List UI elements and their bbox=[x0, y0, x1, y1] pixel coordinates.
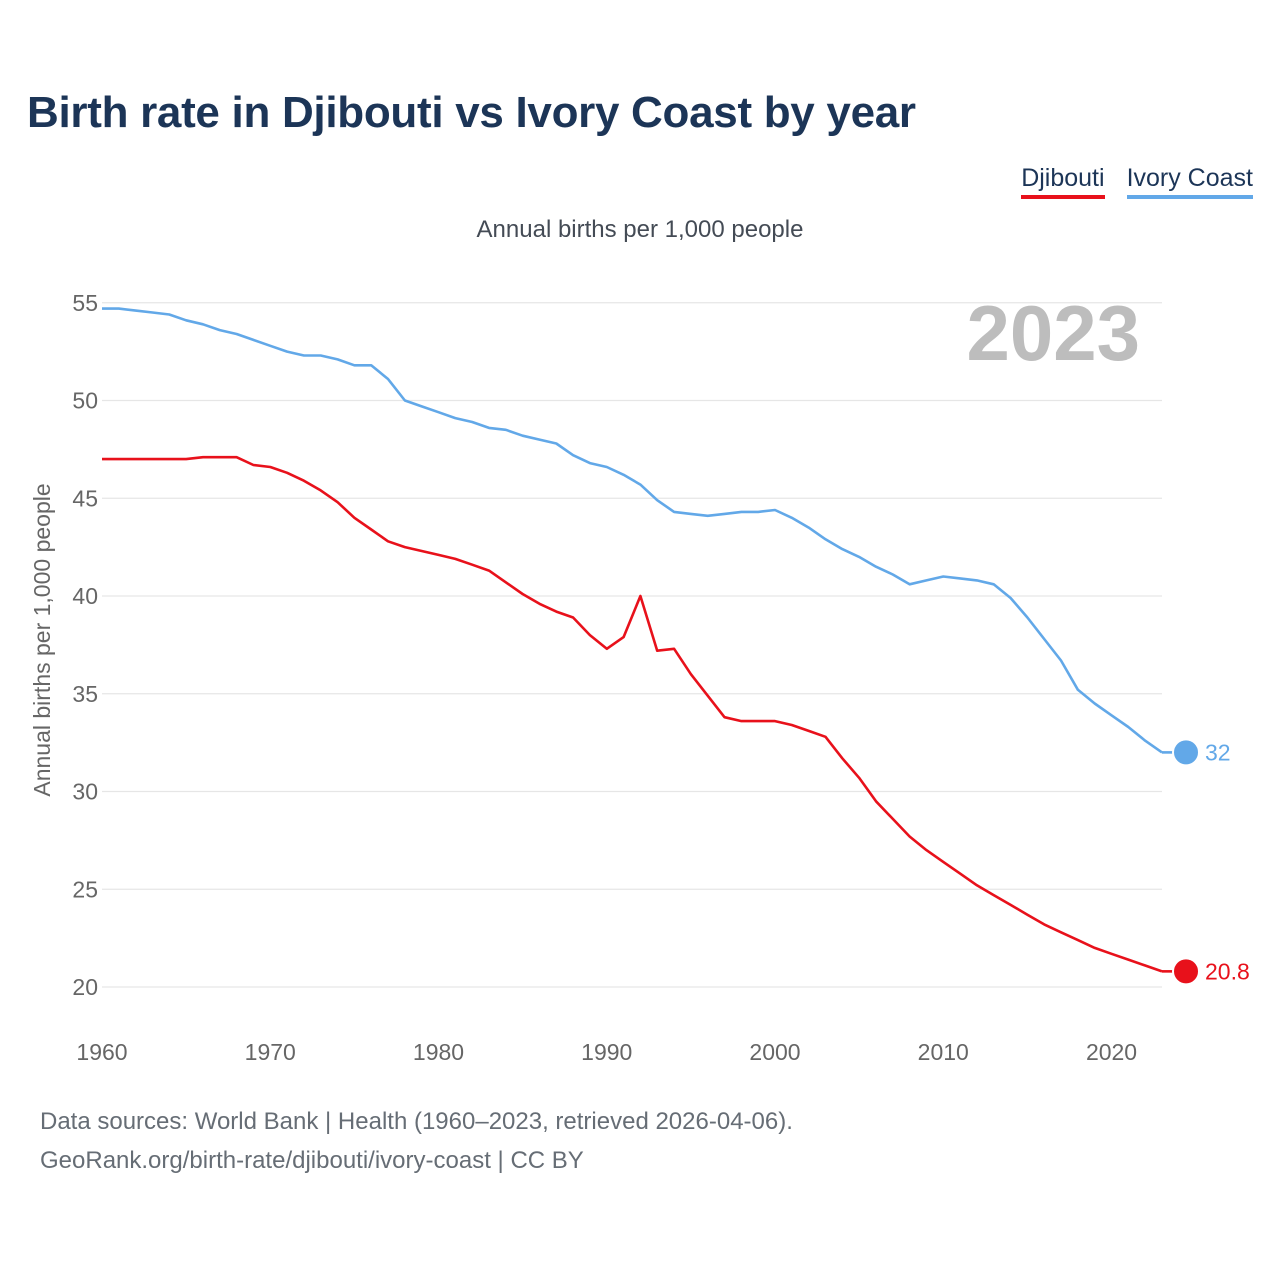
y-tick-label: 55 bbox=[72, 290, 98, 316]
series-end-label-djibouti: 20.8 bbox=[1205, 958, 1250, 984]
x-tick-label: 2010 bbox=[918, 1039, 969, 1065]
legend-item-djibouti[interactable]: Djibouti bbox=[1021, 164, 1105, 199]
series-end-marker-djibouti bbox=[1172, 957, 1200, 986]
x-tick-label: 1980 bbox=[413, 1039, 464, 1065]
y-tick-label: 30 bbox=[72, 779, 98, 805]
y-tick-label: 25 bbox=[72, 876, 98, 902]
series-end-marker-ivory-coast bbox=[1172, 738, 1200, 767]
x-tick-label: 1990 bbox=[581, 1039, 632, 1065]
legend-item-ivory-coast[interactable]: Ivory Coast bbox=[1126, 164, 1253, 199]
chart-title: Birth rate in Djibouti vs Ivory Coast by… bbox=[27, 88, 916, 137]
x-tick-label: 1970 bbox=[245, 1039, 296, 1065]
legend: Djibouti Ivory Coast bbox=[1021, 164, 1253, 199]
y-axis-label: Annual births per 1,000 people bbox=[29, 483, 55, 796]
y-tick-label: 20 bbox=[72, 974, 98, 1000]
series-line-ivory-coast bbox=[102, 307, 1163, 754]
series-end-label-ivory-coast: 32 bbox=[1205, 739, 1231, 765]
chart-subtitle: Annual births per 1,000 people bbox=[476, 216, 804, 243]
footer-sources: Data sources: World Bank | Health (1960–… bbox=[40, 1108, 793, 1135]
y-tick-label: 45 bbox=[72, 485, 98, 511]
x-tick-label: 2000 bbox=[749, 1039, 800, 1065]
x-tick-label: 2020 bbox=[1086, 1039, 1137, 1065]
year-watermark: 2023 bbox=[966, 289, 1140, 377]
series-line-djibouti bbox=[102, 455, 1163, 973]
x-tick-label: 1960 bbox=[76, 1039, 127, 1065]
footer-link[interactable]: GeoRank.org/birth-rate/djibouti/ivory-co… bbox=[40, 1147, 584, 1174]
y-tick-label: 50 bbox=[72, 388, 98, 414]
y-tick-label: 40 bbox=[72, 583, 98, 609]
y-tick-label: 35 bbox=[72, 681, 98, 707]
